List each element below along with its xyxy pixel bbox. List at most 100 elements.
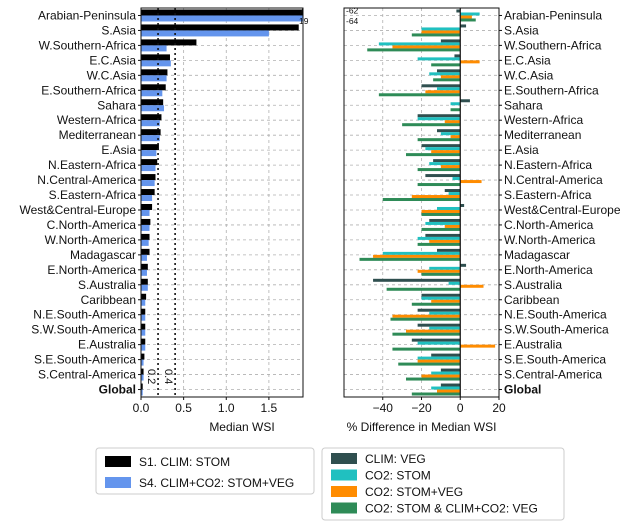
left-bar-s1-clim-stom-e-c-asia: [141, 54, 170, 61]
right-bar-co2-stom-n-eastern-africa: [429, 162, 461, 166]
left-bar-s1-clim-stom-s-eastern-africa: [141, 189, 155, 196]
right-bar-clim-veg-s-central-america: [440, 368, 461, 372]
right-bar-co2-stom-s-asia: [421, 27, 461, 31]
right-bar-co2-stom-sahara: [450, 102, 461, 106]
left-category-label-madagascar: Madagascar: [70, 248, 136, 262]
right-xtick-label-2: 0: [457, 401, 464, 415]
right-bar-co2-stom-clim-co2-veg-madagascar: [359, 257, 461, 261]
left-bar-s4-clim-co2-stom-veg-global: [141, 389, 143, 396]
left-category-label-s-asia: S.Asia: [101, 23, 136, 37]
left-x-axis-label: Median WSI: [209, 420, 274, 434]
left-category-label-s-e-south-america: S.E.South-America: [34, 353, 136, 367]
right-category-label-w-c-asia: W.C.Asia: [504, 68, 554, 82]
right-category-label-w-southern-africa: W.Southern-Africa: [504, 38, 602, 52]
left-bar-s1-clim-stom-arabian-peninsula: [141, 9, 303, 16]
right-bar-co2-stom-e-asia: [425, 147, 461, 151]
left-bar-s4-clim-co2-stom-veg-caribbean: [141, 299, 146, 306]
right-bar-co2-stom-clim-co2-veg-e-north-america: [421, 272, 461, 276]
legend-right-swatch-clim-veg: [331, 453, 357, 464]
right-bar-clim-veg-e-australia: [411, 338, 461, 342]
left-bar-s4-clim-co2-stom-veg-n-eastern-africa: [141, 165, 156, 172]
left-bar-s4-clim-co2-stom-veg-w-c-asia: [141, 75, 167, 82]
left-category-label-e-australia: E.Australia: [78, 338, 136, 352]
right-bar-co2-stom-veg-w-north-america: [429, 239, 461, 243]
right-bar-clim-veg-west-central-europe: [460, 203, 465, 207]
right-category-label-s-eastern-africa: S.Eastern-Africa: [504, 188, 592, 202]
left-bar-s4-clim-co2-stom-veg-w-southern-africa: [141, 45, 167, 52]
left-bar-s1-clim-stom-madagascar: [141, 248, 150, 255]
right-bar-co2-stom-veg-global: [437, 389, 461, 393]
right-category-label-s-australia: S.Australia: [504, 278, 562, 292]
left-bar-s4-clim-co2-stom-veg-western-africa: [141, 120, 160, 127]
legend-right-box: [321, 447, 565, 521]
right-category-label-e-asia: E.Asia: [504, 143, 539, 157]
left-category-label-e-asia: E.Asia: [101, 143, 136, 157]
right-bar-co2-stom-n-central-america: [452, 177, 461, 181]
left-bar-s1-clim-stom-mediterranean: [141, 129, 161, 136]
left-category-label-s-eastern-africa: S.Eastern-Africa: [49, 188, 137, 202]
right-bar-co2-stom-veg-c-north-america: [444, 224, 461, 228]
right-bar-co2-stom-west-central-europe: [437, 206, 461, 210]
right-category-label-global: Global: [504, 383, 541, 397]
right-xtick-label-3: 20: [492, 401, 506, 415]
left-bar-s4-clim-co2-stom-veg-e-asia: [141, 150, 157, 157]
left-overflow-label-s4: 19: [299, 16, 309, 26]
right-bar-clim-veg-n-central-america: [425, 174, 461, 178]
right-bar-clim-veg-mediterranean: [437, 129, 461, 133]
right-bar-co2-stom-n-e-south-america: [429, 311, 461, 315]
right-bar-co2-stom-s-central-america: [431, 371, 461, 375]
right-bar-co2-stom-mediterranean: [440, 132, 461, 136]
left-category-label-arabian-peninsula: Arabian-Peninsula: [38, 8, 136, 22]
legend-right-swatch-co2-stom-clim-co2-veg: [331, 502, 357, 514]
left-bar-s4-clim-co2-stom-veg-s-w-south-america: [141, 329, 146, 336]
left-bar-s4-clim-co2-stom-veg-s-central-america: [141, 374, 144, 381]
left-category-label-s-australia: S.Australia: [78, 278, 136, 292]
left-bar-s4-clim-co2-stom-veg-n-central-america: [141, 180, 155, 187]
left-bar-s1-clim-stom-n-central-america: [141, 174, 156, 181]
right-bar-co2-stom-clim-co2-veg-s-australia: [386, 287, 461, 291]
left-category-label-mediterranean: Mediterranean: [59, 128, 136, 142]
legend-right-swatch-co2-stom: [331, 469, 357, 481]
right-category-label-n-central-america: N.Central-America: [504, 173, 603, 187]
right-category-label-e-c-asia: E.C.Asia: [504, 53, 551, 67]
left-bar-s1-clim-stom-w-southern-africa: [141, 39, 197, 46]
right-bar-co2-stom-s-e-south-america: [417, 356, 461, 360]
right-bar-clim-veg-western-africa: [417, 114, 461, 118]
right-bar-co2-stom-clim-co2-veg-s-eastern-africa: [382, 198, 461, 202]
legend-left-box: [95, 447, 315, 495]
right-bar-clim-veg-global: [440, 383, 461, 387]
right-xtick-label-1: −20: [411, 401, 432, 415]
right-bar-co2-stom-veg-west-central-europe: [421, 209, 461, 213]
right-bar-clim-veg-arabian-peninsula: [456, 9, 461, 13]
legend-right-label-co2-stom-veg: CO2: STOM+VEG: [365, 485, 463, 499]
right-bar-clim-veg-s-w-south-america: [417, 323, 461, 327]
right-chart-percent-difference: -62-64 Arabian-PeninsulaS.AsiaW.Southern-…: [343, 5, 621, 434]
right-bar-co2-stom-veg-e-southern-africa: [425, 90, 461, 94]
right-bar-co2-stom-veg-e-asia: [431, 150, 461, 154]
right-bar-co2-stom-clim-co2-veg-sahara: [450, 108, 461, 112]
right-bar-co2-stom-veg-s-asia: [421, 30, 461, 34]
left-bar-s1-clim-stom-western-africa: [141, 114, 162, 121]
left-bar-s1-clim-stom-s-central-america: [141, 368, 144, 375]
right-x-axis-label: % Difference in Median WSI: [347, 420, 497, 434]
right-bar-co2-stom-clim-co2-veg-e-asia: [406, 153, 461, 157]
left-bar-s4-clim-co2-stom-veg-c-north-america: [141, 224, 150, 231]
right-bar-co2-stom-veg-s-eastern-africa: [411, 195, 461, 199]
left-bar-s4-clim-co2-stom-veg-n-e-south-america: [141, 314, 146, 321]
right-bar-co2-stom-clim-co2-veg-arabian-peninsula: [460, 18, 476, 22]
left-reference-label-0-4: 0.4: [162, 369, 174, 384]
left-category-label-s-central-america: S.Central-America: [38, 368, 136, 382]
left-bar-s1-clim-stom-caribbean: [141, 293, 147, 300]
right-bar-co2-stom-veg-n-central-america: [460, 180, 482, 184]
right-bar-co2-stom-w-southern-africa: [378, 42, 461, 46]
left-bar-s4-clim-co2-stom-veg-sahara: [141, 105, 165, 112]
right-bar-co2-stom-w-north-america: [417, 236, 461, 240]
left-bar-s1-clim-stom-c-north-america: [141, 218, 151, 225]
left-xtick-label-0: 0.0: [133, 401, 150, 415]
right-bar-co2-stom-clim-co2-veg-n-eastern-africa: [417, 168, 461, 172]
legend-left-swatch-s4-clim-co2-stom-veg: [105, 477, 131, 488]
legend-right-label-clim-veg: CLIM: VEG: [365, 452, 426, 466]
right-bar-clim-veg-w-c-asia: [437, 69, 461, 73]
right-category-label-caribbean: Caribbean: [504, 293, 559, 307]
